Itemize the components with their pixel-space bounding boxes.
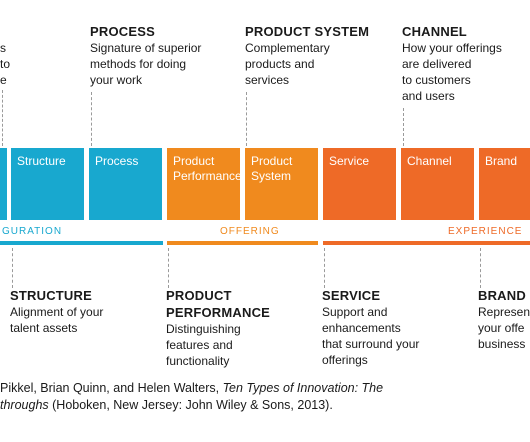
process-title: PROCESS xyxy=(90,24,155,39)
desc-line: enhancements xyxy=(322,321,401,335)
desc-line: your work xyxy=(90,73,143,87)
desc-line: and users xyxy=(402,89,455,103)
box-label: Product xyxy=(173,154,215,168)
left-fragment-line: e xyxy=(0,73,7,87)
connector-line xyxy=(324,248,325,288)
service-title: SERVICE xyxy=(322,288,381,303)
band-configuration-label: GURATION xyxy=(2,226,63,237)
structure-title: STRUCTURE xyxy=(10,288,92,303)
product-system-title: PRODUCT SYSTEM xyxy=(245,24,370,39)
desc-line: Signature of superior xyxy=(90,41,202,55)
product-performance-label: PRODUCT PERFORMANCE Distinguishing featu… xyxy=(166,288,270,369)
desc-line: are delivered xyxy=(402,57,472,71)
citation-title: Ten Types of Innovation: The xyxy=(222,381,384,395)
box-label: Performance xyxy=(173,169,242,183)
brand-label: BRAND Represen your offe business xyxy=(478,288,530,352)
box-brand: Brand xyxy=(479,148,530,220)
desc-line: features and xyxy=(166,338,233,352)
brand-desc: Represen your offe business xyxy=(478,304,530,352)
box-label: Process xyxy=(95,154,139,168)
left-fragment-text: s to e xyxy=(0,40,10,88)
box-product-system: Product System xyxy=(245,148,318,220)
box-label: Structure xyxy=(17,154,66,168)
desc-line: offerings xyxy=(322,353,368,367)
process-label: PROCESS Signature of superior methods fo… xyxy=(90,24,201,88)
desc-line: products and xyxy=(245,57,315,71)
connector-line xyxy=(480,248,481,288)
box-product-performance: Product Performance xyxy=(167,148,242,220)
box-channel: Channel xyxy=(401,148,474,220)
band-experience-label: EXPERIENCE xyxy=(448,226,523,237)
desc-line: Distinguishing xyxy=(166,322,241,336)
desc-line: Represen xyxy=(478,305,530,319)
brand-title: BRAND xyxy=(478,288,526,303)
desc-line: to customers xyxy=(402,73,471,87)
desc-line: How your offerings xyxy=(402,41,502,55)
structure-desc: Alignment of your talent assets xyxy=(10,304,103,336)
box-label: Channel xyxy=(407,154,452,168)
left-fragment-line: s xyxy=(0,41,6,55)
desc-line: methods for doing xyxy=(90,57,187,71)
box-structure: Structure xyxy=(11,148,84,220)
desc-line: that surround your xyxy=(322,337,420,351)
citation-title-cont: throughs xyxy=(0,398,49,412)
band-configuration-bar xyxy=(0,241,163,245)
box-label: Brand xyxy=(485,154,518,168)
box-label: Product xyxy=(251,154,293,168)
citation-line-2: throughs (Hoboken, New Jersey: John Wile… xyxy=(0,397,383,414)
product-performance-title: PERFORMANCE xyxy=(166,305,271,320)
band-offering-bar xyxy=(167,241,318,245)
citation-publisher: (Hoboken, New Jersey: John Wiley & Sons,… xyxy=(48,398,333,412)
connector-line xyxy=(403,108,404,146)
process-desc: Signature of superior methods for doing … xyxy=(90,40,201,88)
citation-line-1: Pikkel, Brian Quinn, and Helen Walters, … xyxy=(0,380,383,397)
box-service: Service xyxy=(323,148,396,220)
product-performance-desc: Distinguishing features and functionalit… xyxy=(166,321,270,369)
channel-label: CHANNEL How your offerings are delivered… xyxy=(402,24,502,104)
channel-desc: How your offerings are delivered to cust… xyxy=(402,40,502,104)
citation: Pikkel, Brian Quinn, and Helen Walters, … xyxy=(0,380,383,414)
product-performance-title: PRODUCT xyxy=(166,288,232,303)
desc-line: talent assets xyxy=(10,321,78,335)
desc-line: services xyxy=(245,73,290,87)
structure-label: STRUCTURE Alignment of your talent asset… xyxy=(10,288,103,336)
service-label: SERVICE Support and enhancements that su… xyxy=(322,288,419,368)
band-offering-label: OFFERING xyxy=(220,226,280,237)
connector-line xyxy=(168,248,169,288)
desc-line: business xyxy=(478,337,526,351)
connector-line xyxy=(246,92,247,146)
box-process: Process xyxy=(89,148,162,220)
connector-line xyxy=(2,90,3,146)
desc-line: Alignment of your xyxy=(10,305,104,319)
left-fragment-line: to xyxy=(0,57,11,71)
citation-authors: Pikkel, Brian Quinn, and Helen Walters, xyxy=(0,381,223,395)
box-label: System xyxy=(251,169,292,183)
desc-line: Complementary xyxy=(245,41,330,55)
product-system-label: PRODUCT SYSTEM Complementary products an… xyxy=(245,24,369,88)
desc-line: your offe xyxy=(478,321,525,335)
desc-line: functionality xyxy=(166,354,230,368)
service-desc: Support and enhancements that surround y… xyxy=(322,304,419,368)
band-experience-bar xyxy=(323,241,530,245)
box-label: Service xyxy=(329,154,370,168)
connector-line xyxy=(12,248,13,288)
box-innovation-fragment xyxy=(0,148,7,220)
desc-line: Support and xyxy=(322,305,388,319)
connector-line xyxy=(91,92,92,146)
channel-title: CHANNEL xyxy=(402,24,467,39)
product-system-desc: Complementary products and services xyxy=(245,40,369,88)
